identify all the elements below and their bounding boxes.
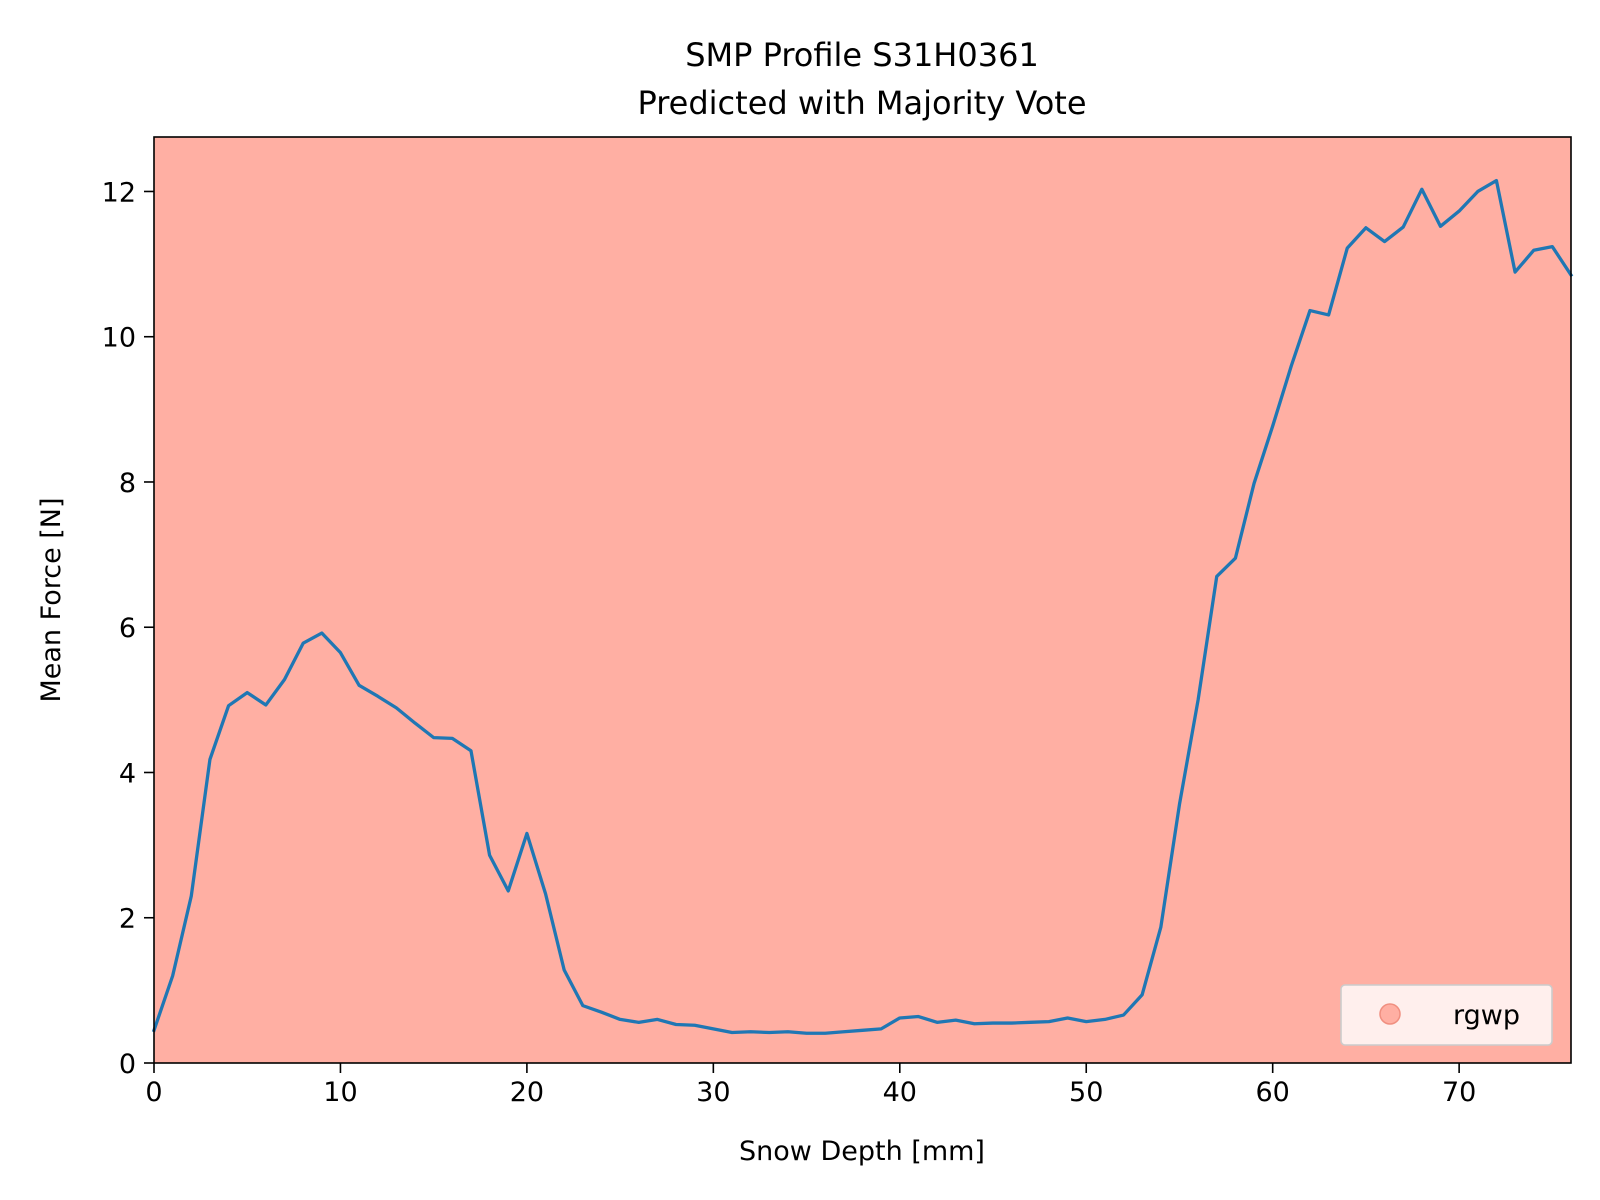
chart-subtitle: Predicted with Majority Vote: [637, 84, 1086, 122]
y-tick-label: 8: [119, 468, 136, 499]
x-tick-label: 0: [145, 1077, 162, 1108]
y-tick-label: 6: [119, 613, 136, 644]
x-axis-label: Snow Depth [mm]: [739, 1136, 985, 1167]
x-tick-label: 20: [510, 1077, 544, 1108]
y-tick-label: 12: [102, 177, 136, 208]
y-tick-label: 2: [119, 904, 136, 935]
x-tick-label: 40: [883, 1077, 917, 1108]
legend-box: [1340, 984, 1553, 1046]
plot-background: [154, 137, 1571, 1063]
series-line: [151, 178, 1574, 1035]
chart-title: SMP Profile S31H0361: [685, 36, 1039, 74]
legend: rgwp: [1340, 984, 1553, 1046]
x-tick-label: 10: [323, 1077, 357, 1108]
x-tick-label: 50: [1069, 1077, 1103, 1108]
y-axis-label: Mean Force [N]: [36, 497, 67, 702]
legend-label-rgwp: rgwp: [1453, 1000, 1520, 1031]
legend-marker-rgwp: [1379, 1003, 1401, 1025]
y-tick-label: 10: [102, 323, 136, 354]
y-tick-label: 0: [119, 1049, 136, 1080]
x-tick-label: 70: [1442, 1077, 1476, 1108]
y-axis: 0 2 4 6 8 10 12: [102, 177, 154, 1080]
x-tick-label: 60: [1256, 1077, 1290, 1108]
y-tick-label: 4: [119, 758, 136, 789]
plot-frame: [153, 136, 1572, 1064]
x-axis: 0 10 20 30 40 50 60 70: [145, 1063, 1476, 1108]
x-tick-label: 30: [696, 1077, 730, 1108]
